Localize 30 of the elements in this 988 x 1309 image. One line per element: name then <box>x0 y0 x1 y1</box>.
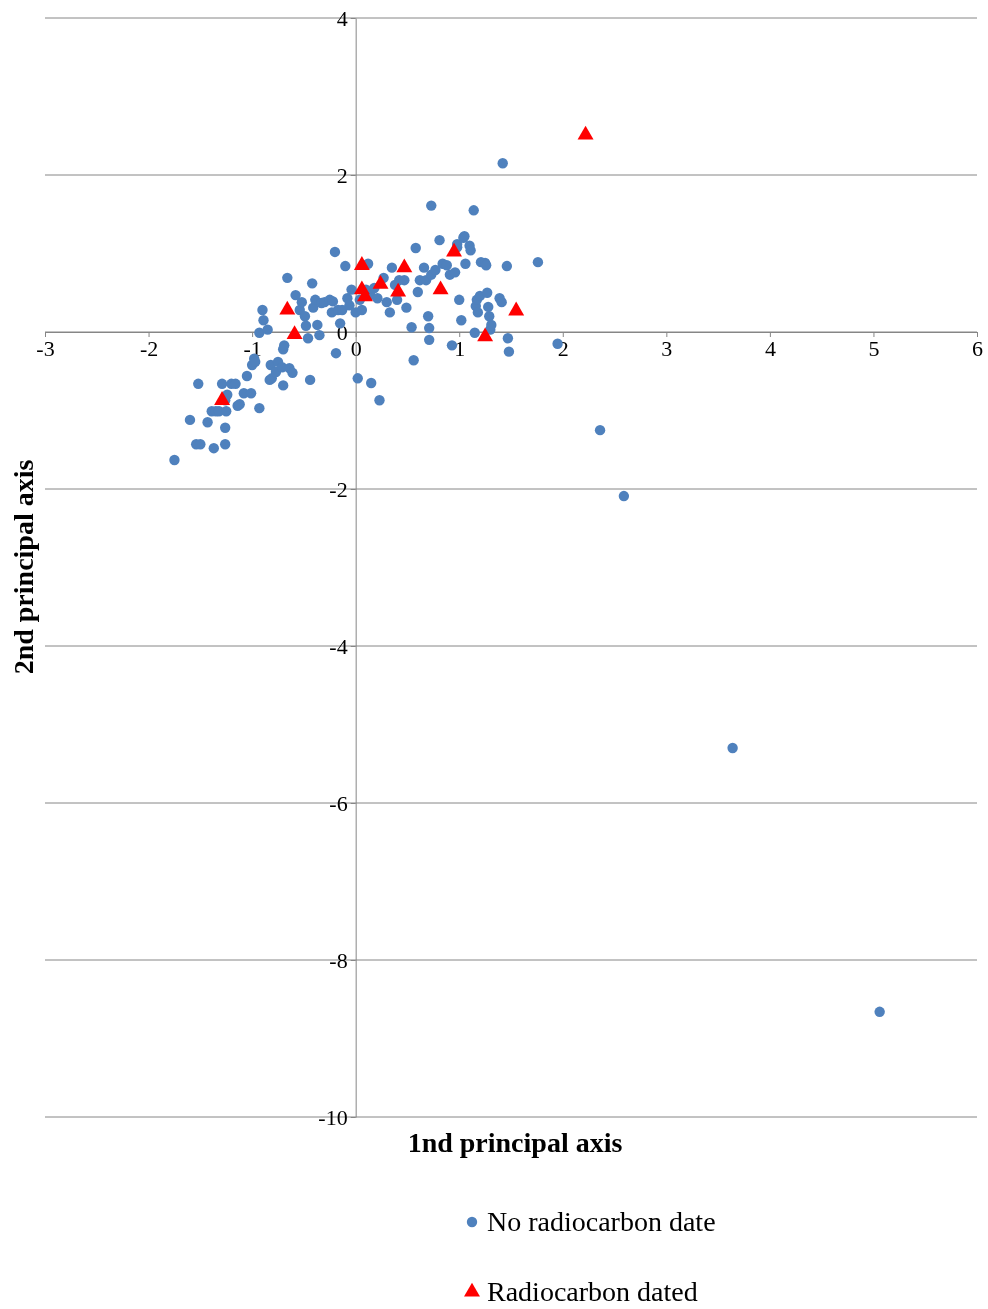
x-axis-title: 1nd principal axis <box>407 1127 623 1158</box>
point <box>477 327 494 342</box>
x-tick-label: 3 <box>661 335 673 361</box>
y-axis-title: 2nd principal axis <box>8 459 39 675</box>
point <box>432 280 449 295</box>
y-tick-label: -8 <box>329 947 348 973</box>
legend-label: Radiocarbon dated <box>487 1276 698 1307</box>
y-tick-label: -4 <box>329 633 348 659</box>
point <box>372 274 389 289</box>
x-tick-label: 6 <box>972 335 983 361</box>
point <box>390 282 407 297</box>
y-tick-label: -2 <box>329 476 348 502</box>
y-tick-label: -10 <box>318 1104 348 1130</box>
y-tick-label: -6 <box>329 790 348 816</box>
point <box>508 301 525 316</box>
x-tick-label: 5 <box>868 335 880 361</box>
x-tick-label: -3 <box>36 335 55 361</box>
point <box>396 258 413 273</box>
point <box>214 391 231 405</box>
legend-label: No radiocarbon date <box>487 1206 716 1237</box>
x-tick-label: -2 <box>139 335 159 361</box>
point <box>446 242 463 257</box>
point <box>279 300 296 315</box>
point <box>286 325 303 339</box>
y-tick-label: 4 <box>336 5 348 31</box>
y-tick-label: 2 <box>336 162 348 188</box>
x-tick-label: 1 <box>454 335 466 361</box>
x-tick-label: 4 <box>764 335 776 361</box>
point <box>353 256 370 270</box>
point <box>577 125 594 140</box>
